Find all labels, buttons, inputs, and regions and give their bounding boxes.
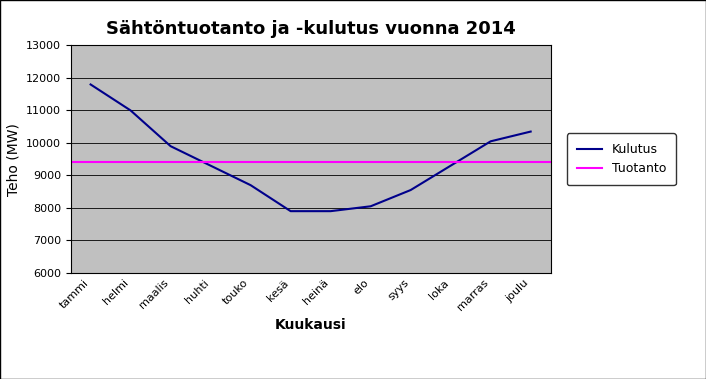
Kulutus bbox=[326, 209, 335, 213]
Kulutus bbox=[366, 204, 375, 208]
Kulutus bbox=[287, 209, 295, 213]
Y-axis label: Teho (MW): Teho (MW) bbox=[6, 123, 20, 196]
Kulutus bbox=[407, 188, 415, 192]
Kulutus bbox=[86, 82, 95, 87]
Kulutus bbox=[126, 108, 135, 113]
Kulutus bbox=[167, 144, 175, 149]
Line: Kulutus: Kulutus bbox=[90, 85, 531, 211]
Kulutus bbox=[486, 139, 495, 144]
Tuotanto bbox=[86, 160, 95, 165]
Tuotanto bbox=[126, 160, 135, 165]
Title: Sähtöntuotanto ja -kulutus vuonna 2014: Sähtöntuotanto ja -kulutus vuonna 2014 bbox=[106, 20, 515, 38]
Legend: Kulutus, Tuotanto: Kulutus, Tuotanto bbox=[566, 133, 676, 185]
Kulutus bbox=[446, 163, 455, 168]
Kulutus bbox=[206, 163, 215, 168]
Kulutus bbox=[527, 129, 535, 134]
Kulutus bbox=[246, 183, 255, 188]
X-axis label: Kuukausi: Kuukausi bbox=[275, 318, 347, 332]
